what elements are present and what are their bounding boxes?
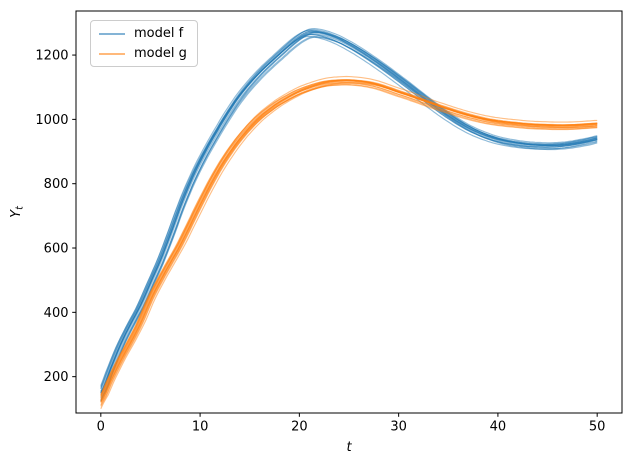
y-tick-label: 1000 <box>35 113 68 128</box>
y-tick-label: 200 <box>44 370 69 385</box>
y-axis-label: Yt <box>9 205 26 218</box>
x-tick-label: 0 <box>97 420 105 435</box>
legend-entry-model-g: model g <box>99 47 187 60</box>
y-tick-label: 1200 <box>35 49 68 64</box>
series-layer <box>100 28 598 409</box>
x-axis-label: t <box>346 440 352 455</box>
series-line-model-g <box>100 81 598 396</box>
x-tick-label: 50 <box>589 420 606 435</box>
series-line-model-g <box>100 80 598 406</box>
legend-label-model-g: model g <box>134 46 187 61</box>
tick-layer: 0 10 20 30 40 50 200 400 600 800 1000 1200 <box>35 49 605 435</box>
y-axis-label-main: Y <box>9 209 24 218</box>
x-tick-label: 10 <box>192 420 209 435</box>
x-tick-label: 20 <box>291 420 308 435</box>
chart-legend: model f model g <box>90 20 198 67</box>
y-axis-label-subscript: t <box>15 205 26 210</box>
series-line-model-g <box>100 82 598 409</box>
x-tick-label: 40 <box>490 420 507 435</box>
y-tick-label: 800 <box>44 177 69 192</box>
plot-frame <box>75 10 623 414</box>
series-line-model-g <box>100 80 598 403</box>
series-line-model-f <box>100 33 598 390</box>
legend-entry-model-f: model f <box>99 27 187 40</box>
legend-label-model-f: model f <box>134 26 184 41</box>
series-line-model-f <box>100 29 598 388</box>
series-line-model-g <box>100 82 598 404</box>
legend-line-model-f-icon <box>99 32 125 35</box>
series-line-model-g <box>100 80 598 401</box>
legend-line-model-g-icon <box>99 52 125 55</box>
series-line-model-g <box>100 84 598 401</box>
x-tick-label: 30 <box>390 420 407 435</box>
y-tick-label: 400 <box>44 306 69 321</box>
series-line-model-g <box>100 84 598 398</box>
series-line-model-g <box>100 79 598 395</box>
y-tick-label: 600 <box>44 242 69 257</box>
series-line-model-g <box>100 81 598 407</box>
series-line-model-f <box>100 33 598 396</box>
